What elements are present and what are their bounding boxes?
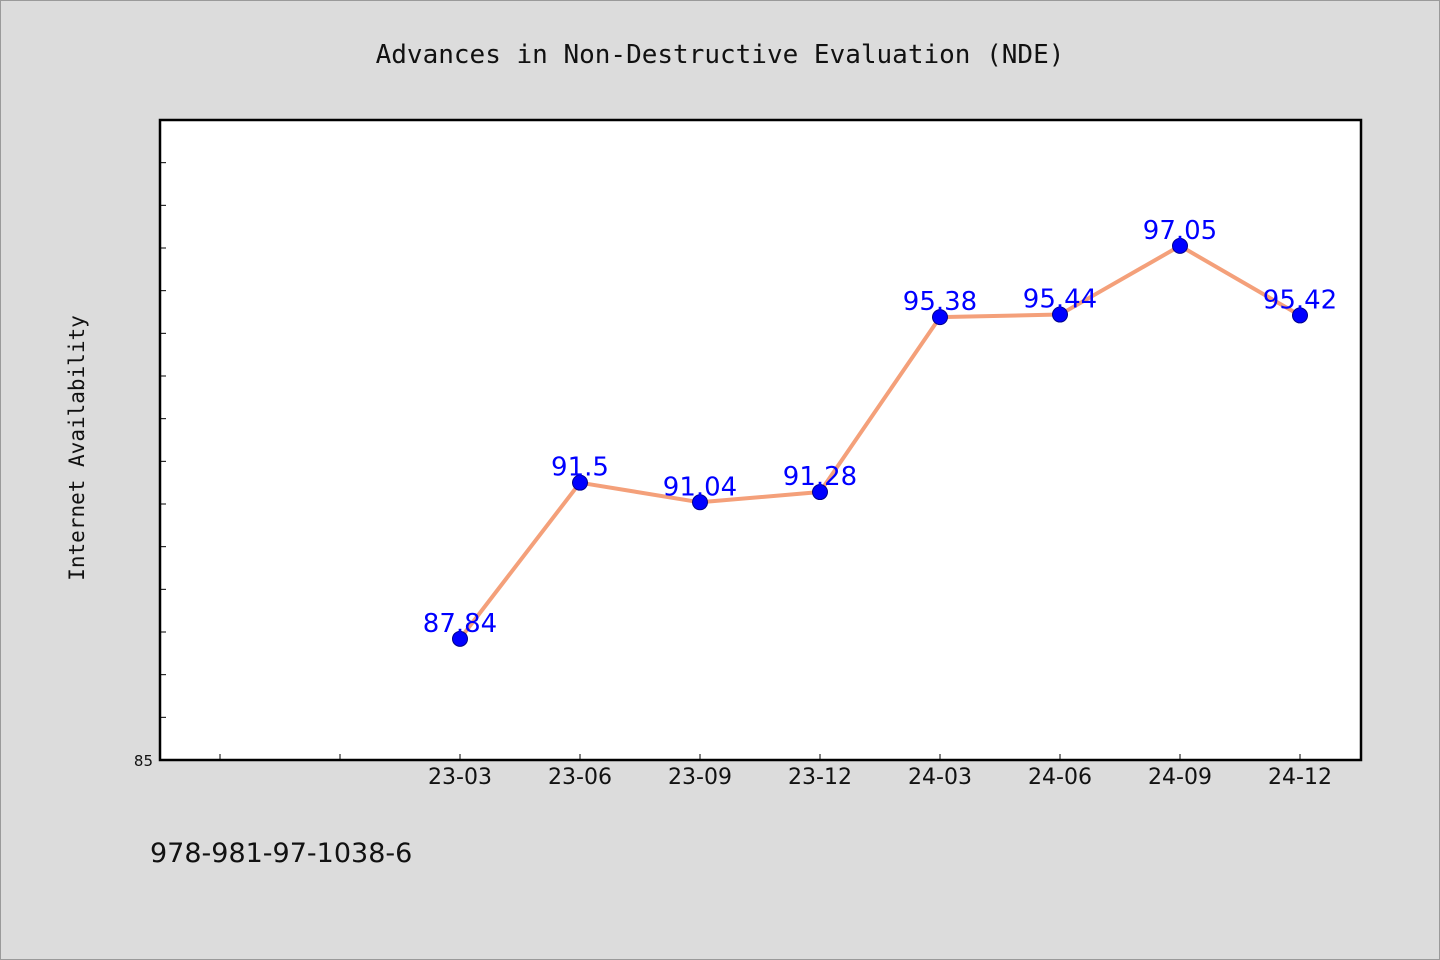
data-point	[692, 494, 708, 511]
data-label: 95.38	[903, 287, 977, 317]
data-point	[572, 474, 588, 491]
isbn-footer: 978-981-97-1038-6	[150, 838, 412, 869]
data-label: 87.84	[423, 609, 497, 639]
chart-title: Advances in Non-Destructive Evaluation (…	[376, 40, 1065, 70]
data-label: 95.42	[1263, 285, 1337, 315]
x-tick-label: 23-03	[428, 765, 492, 790]
series-layer	[452, 237, 1308, 647]
plot-area	[158, 118, 1363, 762]
data-label: 91.28	[783, 462, 857, 492]
data-point	[452, 630, 468, 647]
data-point	[1052, 306, 1068, 323]
y-tick-label: 85	[134, 752, 153, 770]
data-label: 95.44	[1023, 285, 1097, 315]
data-label: 91.5	[551, 453, 609, 483]
x-tick-label: 23-09	[668, 765, 732, 790]
data-point	[812, 484, 828, 501]
x-tick-label: 24-06	[1028, 765, 1092, 790]
data-label: 97.05	[1143, 216, 1217, 246]
series-line	[458, 243, 1302, 641]
x-tick-label: 24-03	[908, 765, 972, 790]
y-axis-ticks: 85	[134, 162, 166, 770]
data-point	[932, 309, 948, 326]
x-axis-ticks: 23-03 23-06 23-09 23-12 24-03 24-06 24-09 24-12	[219, 754, 1332, 790]
data-point	[1172, 237, 1188, 254]
x-tick-label: 24-12	[1268, 765, 1332, 790]
data-labels: 87.84 91.5 91.04 91.28 95.38 95.44 97.05 95.42	[423, 216, 1337, 639]
x-tick-label: 23-12	[788, 765, 852, 790]
x-tick-label: 23-06	[548, 765, 612, 790]
y-axis-label: Internet Availability	[65, 315, 89, 581]
data-point	[1292, 307, 1308, 324]
data-label: 91.04	[663, 472, 737, 502]
x-tick-label: 24-09	[1148, 765, 1212, 790]
